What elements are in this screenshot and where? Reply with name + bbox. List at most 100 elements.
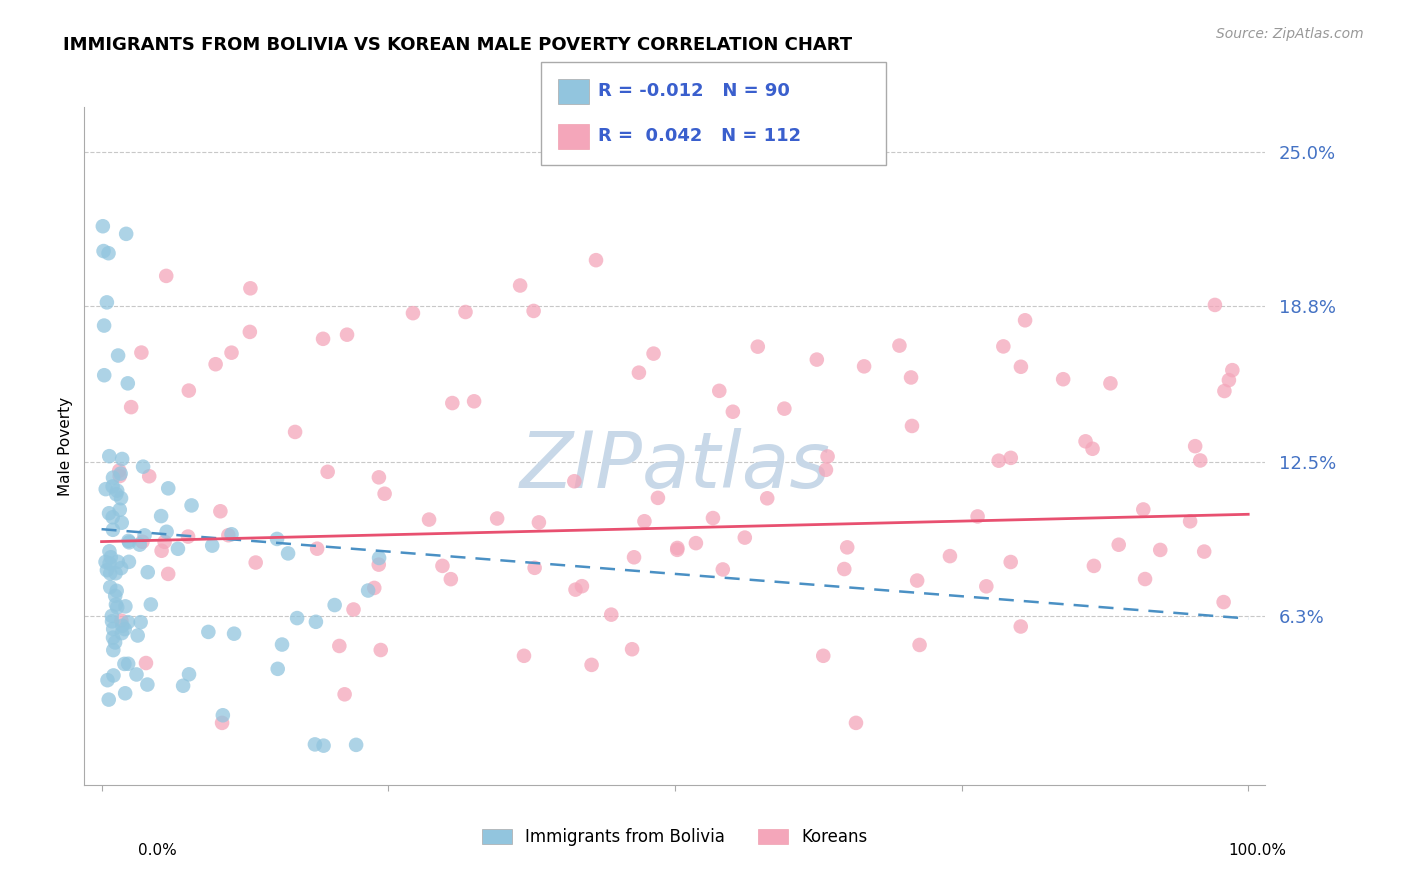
Koreans (806, 352, 828, 367)
Koreans (110, 614, 132, 628)
Immigrants from Bolivia (100, 550, 122, 565)
Immigrants from Bolivia (344, 738, 367, 752)
Koreans (709, 384, 731, 398)
Koreans (1010, 359, 1032, 374)
Koreans (204, 357, 226, 371)
Immigrants from Bolivia (97, 246, 120, 260)
Koreans (523, 304, 546, 318)
Koreans (1000, 450, 1022, 465)
Koreans (284, 425, 307, 439)
Immigrants from Bolivia (104, 635, 127, 649)
Immigrants from Bolivia (94, 555, 117, 569)
Immigrants from Bolivia (167, 541, 190, 556)
Immigrants from Bolivia (96, 295, 118, 310)
Koreans (135, 656, 157, 670)
Koreans (486, 511, 509, 525)
Immigrants from Bolivia (96, 563, 118, 577)
Immigrants from Bolivia (96, 673, 118, 688)
Immigrants from Bolivia (277, 546, 299, 560)
Koreans (817, 450, 839, 464)
Koreans (585, 253, 607, 268)
Immigrants from Bolivia (93, 244, 115, 258)
Immigrants from Bolivia (222, 626, 245, 640)
Koreans (402, 306, 425, 320)
Koreans (211, 715, 233, 730)
Koreans (702, 511, 724, 525)
Koreans (905, 574, 928, 588)
Immigrants from Bolivia (105, 487, 128, 501)
Koreans (1220, 363, 1243, 377)
Koreans (1204, 298, 1226, 312)
Koreans (1189, 453, 1212, 467)
Koreans (120, 400, 142, 414)
Koreans (773, 401, 796, 416)
Immigrants from Bolivia (104, 598, 127, 612)
Immigrants from Bolivia (157, 481, 180, 495)
Koreans (342, 602, 364, 616)
Text: IMMIGRANTS FROM BOLIVIA VS KOREAN MALE POVERTY CORRELATION CHART: IMMIGRANTS FROM BOLIVIA VS KOREAN MALE P… (63, 36, 852, 54)
Koreans (1133, 572, 1156, 586)
Immigrants from Bolivia (105, 583, 128, 598)
Koreans (463, 394, 485, 409)
Legend: Immigrants from Bolivia, Koreans: Immigrants from Bolivia, Koreans (474, 820, 876, 855)
Immigrants from Bolivia (103, 643, 125, 657)
Koreans (370, 643, 392, 657)
Koreans (1212, 595, 1234, 609)
Immigrants from Bolivia (139, 598, 162, 612)
Immigrants from Bolivia (323, 598, 346, 612)
Koreans (1192, 544, 1215, 558)
Koreans (581, 657, 603, 672)
Koreans (621, 642, 644, 657)
Immigrants from Bolivia (111, 452, 134, 467)
Immigrants from Bolivia (105, 600, 128, 615)
Text: Source: ZipAtlas.com: Source: ZipAtlas.com (1216, 27, 1364, 41)
Immigrants from Bolivia (266, 532, 288, 546)
Immigrants from Bolivia (104, 589, 127, 603)
Text: ZIPatlas: ZIPatlas (519, 428, 831, 504)
Koreans (837, 541, 859, 555)
Koreans (157, 566, 180, 581)
Koreans (336, 327, 359, 342)
Koreans (1000, 555, 1022, 569)
Immigrants from Bolivia (93, 368, 115, 383)
Koreans (155, 268, 177, 283)
Immigrants from Bolivia (111, 619, 134, 633)
Koreans (571, 579, 593, 593)
Immigrants from Bolivia (91, 219, 114, 234)
Koreans (363, 581, 385, 595)
Immigrants from Bolivia (150, 509, 173, 524)
Koreans (564, 582, 586, 597)
Koreans (721, 405, 744, 419)
Text: R = -0.012   N = 90: R = -0.012 N = 90 (598, 82, 789, 100)
Koreans (239, 325, 262, 339)
Koreans (987, 453, 1010, 467)
Koreans (441, 396, 464, 410)
Immigrants from Bolivia (101, 631, 124, 645)
Koreans (131, 534, 153, 549)
Immigrants from Bolivia (101, 479, 124, 493)
Koreans (853, 359, 876, 374)
Koreans (600, 607, 623, 622)
Koreans (623, 550, 645, 565)
Koreans (221, 345, 243, 359)
Koreans (440, 572, 463, 586)
Immigrants from Bolivia (114, 599, 136, 614)
Koreans (734, 531, 756, 545)
Immigrants from Bolivia (368, 551, 391, 566)
Koreans (509, 278, 531, 293)
Koreans (1149, 543, 1171, 558)
Koreans (1074, 434, 1097, 449)
Koreans (131, 345, 153, 359)
Koreans (328, 639, 350, 653)
Koreans (1184, 439, 1206, 453)
Immigrants from Bolivia (201, 539, 224, 553)
Koreans (647, 491, 669, 505)
Immigrants from Bolivia (304, 738, 326, 752)
Koreans (1178, 514, 1201, 528)
Koreans (711, 562, 734, 576)
Koreans (756, 491, 779, 506)
Koreans (217, 528, 239, 542)
Koreans (747, 340, 769, 354)
Immigrants from Bolivia (115, 227, 138, 241)
Koreans (666, 542, 689, 557)
